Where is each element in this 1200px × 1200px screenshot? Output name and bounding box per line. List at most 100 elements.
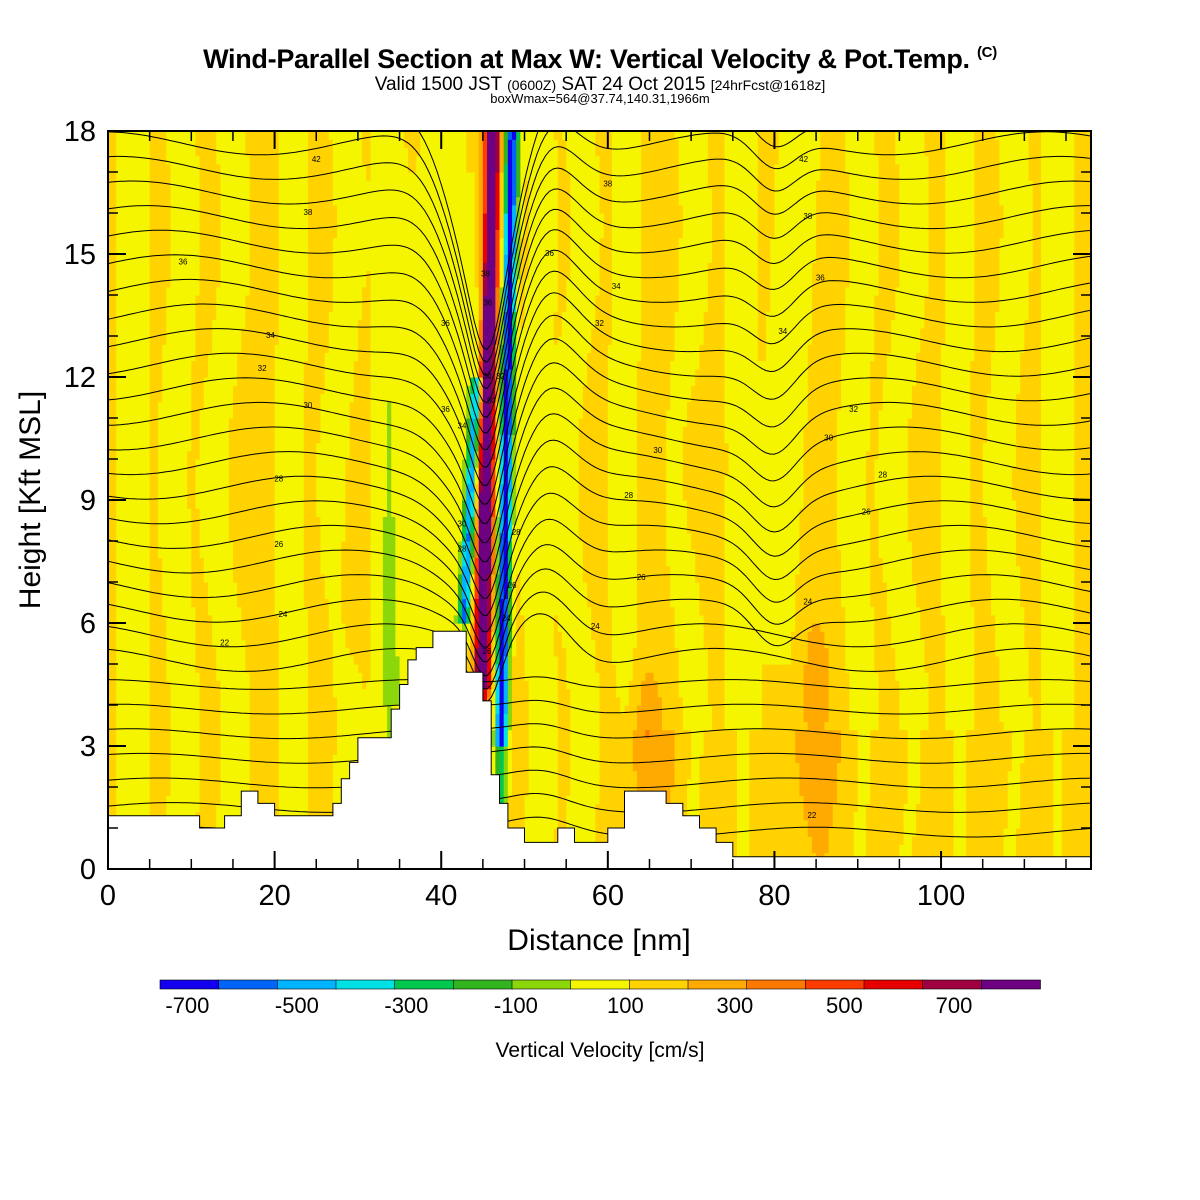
velocity-cell bbox=[1078, 762, 1084, 772]
velocity-cell bbox=[903, 696, 909, 706]
velocity-cell bbox=[761, 762, 767, 772]
velocity-cell bbox=[641, 713, 646, 722]
velocity-cell bbox=[1028, 778, 1034, 788]
velocity-cell bbox=[307, 762, 313, 772]
velocity-cell bbox=[911, 705, 917, 714]
velocity-cell bbox=[207, 795, 213, 804]
velocity-cell bbox=[991, 819, 996, 829]
velocity-cell bbox=[811, 754, 817, 763]
velocity-cell bbox=[1078, 819, 1084, 829]
velocity-cell bbox=[253, 778, 259, 788]
velocity-cell bbox=[603, 795, 609, 804]
velocity-cell bbox=[616, 754, 621, 763]
velocity-cell bbox=[516, 713, 521, 722]
velocity-cell bbox=[720, 705, 726, 714]
velocity-cell bbox=[861, 836, 867, 845]
velocity-cell bbox=[612, 705, 617, 714]
velocity-cell bbox=[1082, 729, 1088, 739]
velocity-cell bbox=[853, 705, 859, 714]
velocity-cell bbox=[886, 828, 892, 837]
velocity-cell bbox=[724, 746, 730, 755]
velocity-cell bbox=[166, 688, 172, 698]
velocity-cell bbox=[224, 770, 230, 780]
velocity-cell bbox=[232, 737, 238, 747]
velocity-cell bbox=[978, 795, 984, 804]
velocity-cell bbox=[874, 836, 880, 845]
velocity-cell bbox=[724, 762, 730, 772]
velocity-cell bbox=[216, 713, 222, 722]
velocity-cell bbox=[932, 844, 938, 854]
velocity-cell bbox=[1049, 696, 1055, 706]
velocity-cell bbox=[670, 713, 676, 722]
velocity-cell bbox=[616, 713, 621, 722]
velocity-cell bbox=[282, 770, 288, 780]
velocity-cell bbox=[661, 696, 667, 706]
velocity-cell bbox=[682, 770, 688, 780]
velocity-cell bbox=[986, 696, 992, 706]
velocity-cell bbox=[911, 696, 917, 706]
velocity-cell bbox=[262, 737, 267, 747]
velocity-cell bbox=[616, 811, 621, 821]
velocity-cell bbox=[1078, 836, 1084, 845]
velocity-cell bbox=[936, 836, 942, 845]
velocity-cell bbox=[674, 795, 680, 804]
velocity-cell bbox=[612, 803, 617, 813]
velocity-cell bbox=[1053, 770, 1059, 780]
velocity-cell bbox=[953, 770, 959, 780]
velocity-cell bbox=[653, 705, 659, 714]
velocity-cell bbox=[907, 778, 913, 788]
velocity-cell bbox=[203, 795, 209, 804]
velocity-cell bbox=[1036, 811, 1042, 821]
velocity-cell bbox=[516, 795, 521, 804]
velocity-cell bbox=[861, 721, 867, 731]
velocity-cell bbox=[966, 795, 971, 804]
velocity-cell bbox=[503, 754, 509, 763]
velocity-cell bbox=[836, 770, 842, 780]
velocity-cell bbox=[1045, 762, 1050, 772]
velocity-cell bbox=[832, 762, 838, 772]
velocity-cell bbox=[532, 737, 538, 747]
velocity-cell bbox=[949, 754, 955, 763]
velocity-cell bbox=[857, 754, 863, 763]
velocity-cell bbox=[212, 787, 217, 796]
velocity-cell bbox=[778, 795, 784, 804]
velocity-cell bbox=[620, 770, 626, 780]
velocity-cell bbox=[811, 844, 817, 854]
velocity-cell bbox=[316, 721, 322, 731]
velocity-cell bbox=[845, 844, 851, 854]
velocity-cell bbox=[145, 746, 151, 755]
velocity-cell bbox=[716, 795, 721, 804]
velocity-cell bbox=[941, 770, 946, 780]
velocity-cell bbox=[1070, 696, 1075, 706]
velocity-cell bbox=[124, 795, 130, 804]
velocity-cell bbox=[966, 729, 971, 739]
velocity-cell bbox=[1024, 746, 1030, 755]
velocity-cell bbox=[824, 787, 830, 796]
velocity-cell bbox=[878, 795, 884, 804]
velocity-cell bbox=[212, 737, 217, 747]
velocity-cell bbox=[845, 721, 851, 731]
velocity-cell bbox=[657, 770, 663, 780]
velocity-cell bbox=[207, 754, 213, 763]
velocity-cell bbox=[1007, 787, 1013, 796]
velocity-cell bbox=[774, 811, 780, 821]
velocity-cell bbox=[982, 819, 988, 829]
velocity-cell bbox=[711, 811, 717, 821]
velocity-cell bbox=[778, 746, 784, 755]
velocity-cell bbox=[537, 729, 542, 739]
velocity-cell bbox=[1041, 705, 1046, 714]
velocity-cell bbox=[274, 778, 280, 788]
velocity-cell bbox=[878, 737, 884, 747]
velocity-cell bbox=[766, 778, 771, 788]
velocity-cell bbox=[270, 721, 276, 731]
velocity-cell bbox=[757, 828, 763, 837]
velocity-cell bbox=[620, 787, 626, 796]
velocity-cell bbox=[961, 836, 967, 845]
velocity-cell bbox=[895, 819, 900, 829]
velocity-cell bbox=[753, 803, 759, 813]
velocity-cell bbox=[986, 803, 992, 813]
velocity-cell bbox=[891, 795, 896, 804]
velocity-cell bbox=[761, 787, 767, 796]
velocity-cell bbox=[736, 754, 742, 763]
velocity-cell bbox=[828, 746, 834, 755]
